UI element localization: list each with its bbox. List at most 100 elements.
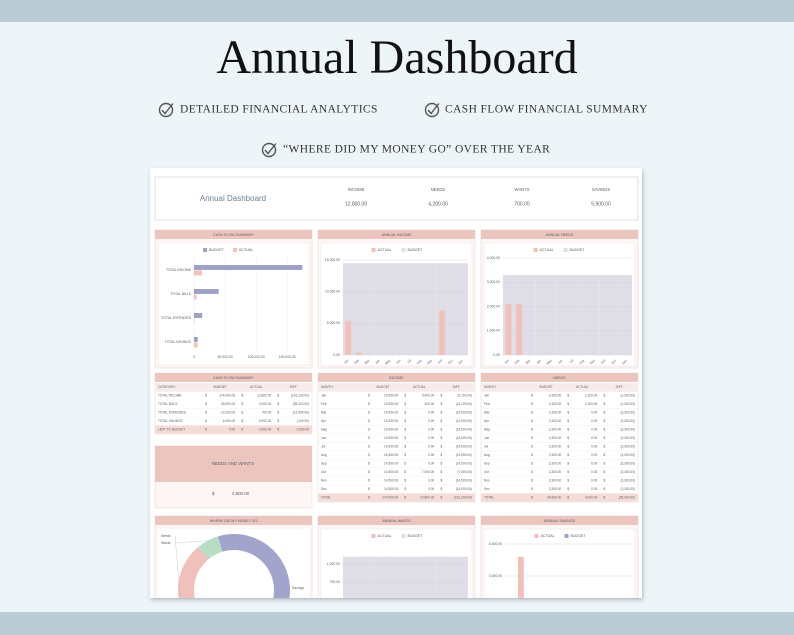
row-cell: (1,200.00)	[620, 402, 635, 406]
currency-symbol: $	[277, 411, 279, 415]
currency-symbol: $	[205, 428, 207, 432]
leader-line	[174, 535, 181, 598]
legend-label: BUDGET	[408, 534, 424, 538]
legend-label: BUDGET	[408, 248, 424, 252]
header-cell: ACTUAL	[413, 385, 426, 389]
currency-symbol: $	[241, 394, 243, 398]
x-tick-label: Jan	[343, 358, 350, 365]
row-cell: (3,300.00)	[620, 411, 635, 415]
row-cell: (9,100.00)	[457, 394, 472, 398]
row-cell: 5,900.00	[259, 419, 272, 423]
bar	[505, 304, 512, 355]
legend-swatch	[563, 248, 568, 252]
panel-header	[481, 373, 638, 382]
budget-area	[353, 556, 364, 598]
row-cell: (14,500.00)	[456, 445, 472, 449]
x-tick-label: 50,000.00	[218, 355, 233, 359]
x-tick-label: Nov	[447, 358, 454, 365]
table-title: INCOME	[389, 376, 404, 380]
budget-area	[343, 556, 354, 598]
footer-cell: 39,600.00	[547, 496, 561, 500]
budget-area	[556, 274, 568, 355]
row-cell: Jan	[484, 394, 489, 398]
currency-symbol: $	[531, 428, 533, 432]
summary-label: NEEDS	[431, 187, 446, 192]
legend-swatch	[534, 534, 539, 538]
legend-label: ACTUAL	[540, 248, 554, 252]
row-cell: (14,500.00)	[456, 479, 472, 483]
currency-symbol: $	[531, 436, 533, 440]
summary-box	[154, 176, 639, 221]
row-cell: 0.00	[591, 462, 597, 466]
currency-symbol: $	[531, 411, 533, 415]
currency-symbol: $	[603, 402, 605, 406]
budget-area	[395, 556, 406, 598]
row-cell: 0.00	[591, 411, 597, 415]
bar	[194, 270, 202, 276]
summary-label: SAVINGS	[592, 187, 611, 192]
budget-area	[363, 556, 375, 598]
row-cell: Mar	[321, 411, 327, 415]
budget-area	[395, 263, 406, 355]
currency-symbol: $	[603, 462, 605, 466]
header-bg	[155, 383, 312, 392]
row-cell: Mar	[484, 411, 490, 415]
budget-area	[535, 274, 546, 355]
row-cell: 0.00	[428, 445, 434, 449]
row-cell: (14,500.00)	[456, 436, 472, 440]
currency-symbol: $	[404, 419, 406, 423]
legend-swatch	[233, 248, 237, 252]
row-cell: Jun	[484, 436, 489, 440]
currency-symbol: $	[567, 445, 569, 449]
footer-cell: LEFT TO BUDGET	[158, 428, 185, 432]
row-cell: 0.00	[591, 487, 597, 491]
legend-swatch	[203, 248, 207, 252]
currency-symbol: $	[567, 411, 569, 415]
segment-label: Savings	[292, 586, 304, 590]
x-tick-label: Mar	[524, 358, 531, 365]
row-cell: 3,300.00	[549, 402, 562, 406]
footer-cell: 2,000.00	[259, 428, 272, 432]
currency-symbol: $	[205, 402, 207, 406]
currency-symbol: $	[531, 479, 533, 483]
row-cell: (3,300.00)	[620, 428, 635, 432]
currency-symbol: $	[277, 402, 279, 406]
currency-symbol: $	[567, 479, 569, 483]
currency-symbol: $	[241, 428, 243, 432]
y-tick-label: TOTAL BILLS	[170, 292, 191, 296]
legend-label: ACTUAL	[239, 248, 253, 252]
currency-symbol: $	[404, 394, 406, 398]
x-tick-label: May	[546, 358, 553, 365]
y-tick-label: 2,000.00	[487, 304, 500, 308]
currency-symbol: $	[205, 411, 207, 415]
currency-symbol: $	[368, 402, 370, 406]
header-cell: DIFF	[616, 385, 623, 389]
budget-area	[343, 263, 354, 355]
panel-title: ANNUAL WANTS	[382, 519, 411, 523]
currency-symbol: $	[241, 402, 243, 406]
row-cell: TOTAL INCOME	[158, 394, 182, 398]
row-cell: 13,200.00	[221, 411, 235, 415]
row-cell: 0.00	[428, 453, 434, 457]
x-tick-label: Sep	[589, 358, 596, 365]
row-cell: 6,000.00	[223, 419, 236, 423]
x-tick-label: Sep	[426, 358, 433, 365]
donut-segment	[178, 547, 209, 598]
bar	[194, 342, 198, 348]
currency-symbol: $	[404, 462, 406, 466]
row-cell: 14,500.00	[384, 419, 398, 423]
bar	[194, 337, 198, 342]
footer-bg	[318, 493, 475, 502]
row-cell: 0.00	[591, 428, 597, 432]
row-cell: 0.00	[591, 479, 597, 483]
x-tick-label: Apr	[536, 358, 543, 365]
row-cell: Feb	[321, 402, 327, 406]
panel-header	[481, 516, 638, 525]
x-tick-label: Aug	[416, 358, 423, 365]
x-tick-label: Feb	[514, 358, 521, 365]
row-cell: 14,500.00	[384, 453, 398, 457]
footer-cell: (161,200.00)	[454, 496, 472, 500]
row-cell: May	[484, 428, 490, 432]
row-cell: (14,500.00)	[456, 428, 472, 432]
